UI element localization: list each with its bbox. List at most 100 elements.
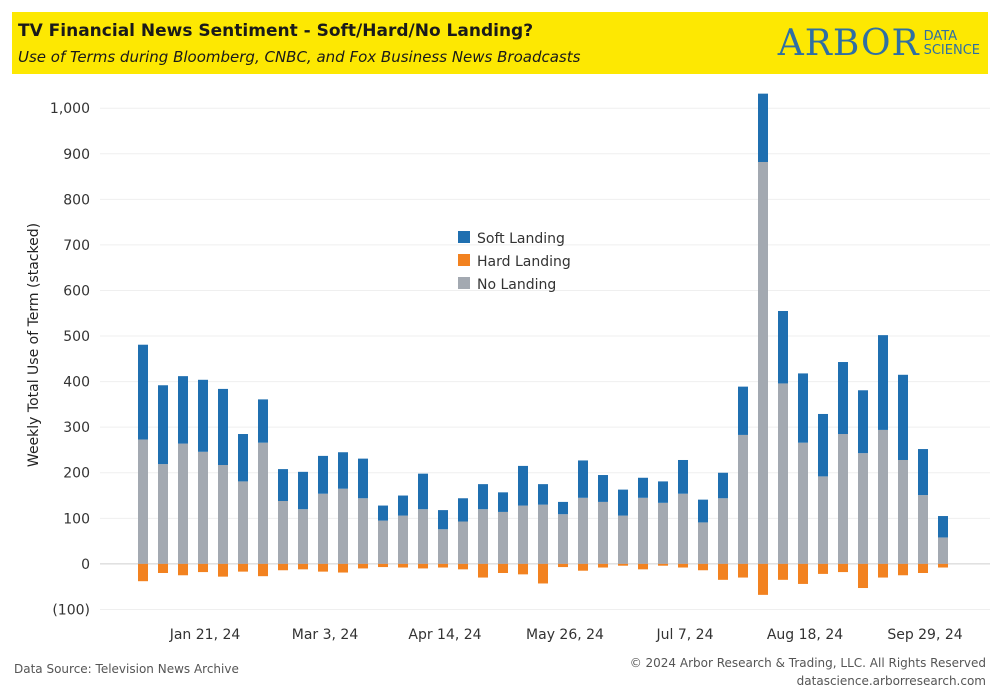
bar-group (558, 501, 568, 568)
bar-no-landing (458, 521, 468, 564)
logo-main-text: ARBOR (777, 23, 920, 64)
bar-hard-landing (138, 563, 148, 582)
bar-group (538, 484, 548, 584)
bar-no-landing (878, 429, 888, 564)
bar-hard-landing (178, 563, 188, 576)
bar-soft-landing (898, 374, 908, 460)
legend-label: Soft Landing (477, 231, 565, 247)
bar-soft-landing (518, 465, 528, 506)
bar-no-landing (638, 497, 648, 564)
bar-hard-landing (618, 563, 628, 566)
bar-no-landing (338, 488, 348, 564)
bar-no-landing (178, 443, 188, 564)
bar-no-landing (538, 504, 548, 564)
bar-group (858, 390, 868, 589)
bar-group (718, 472, 728, 580)
bar-hard-landing (278, 563, 288, 571)
bar-group (318, 455, 328, 572)
x-tick-label: May 26, 24 (526, 627, 604, 643)
bar-soft-landing (598, 475, 608, 502)
bar-hard-landing (638, 563, 648, 570)
bar-no-landing (698, 522, 708, 564)
bar-soft-landing (838, 362, 848, 435)
bar-group (378, 505, 388, 568)
y-tick-label: 700 (63, 238, 90, 254)
y-tick-label: 100 (63, 511, 90, 527)
y-tick-label: 200 (63, 466, 90, 482)
bar-hard-landing (818, 563, 828, 574)
bar-soft-landing (538, 484, 548, 505)
bar-group (158, 385, 168, 573)
bar-no-landing (758, 161, 768, 564)
bar-no-landing (818, 476, 828, 564)
bar-no-landing (398, 515, 408, 564)
bar-hard-landing (438, 563, 448, 568)
x-axis: Jan 21, 24 Mar 3, 24 Apr 14, 24 May 26, 24 J… (169, 627, 963, 643)
bar-no-landing (938, 537, 948, 564)
bar-group (178, 376, 188, 576)
y-tick-label: 300 (63, 420, 90, 436)
bar-soft-landing (278, 469, 288, 501)
legend-item: Soft Landing (458, 231, 565, 247)
x-tick-label: Sep 29, 24 (887, 627, 962, 643)
bar-no-landing (438, 529, 448, 564)
bar-soft-landing (198, 379, 208, 452)
bar-group (358, 458, 368, 569)
legend-label: Hard Landing (477, 254, 571, 270)
bar-no-landing (738, 434, 748, 564)
bar-group (298, 471, 308, 570)
copyright-text: © 2024 Arbor Research & Trading, LLC. Al… (629, 656, 986, 670)
bar-no-landing (778, 383, 788, 564)
legend-item: No Landing (458, 277, 556, 293)
bar-hard-landing (898, 563, 908, 576)
bar-no-landing (658, 502, 668, 564)
bar-no-landing (198, 451, 208, 564)
bar-hard-landing (698, 563, 708, 571)
bar-hard-landing (538, 563, 548, 584)
bar-soft-landing (678, 459, 688, 494)
bar-group (618, 489, 628, 566)
bar-soft-landing (358, 458, 368, 499)
logo-sub-text: DATA SCIENCE (924, 30, 980, 58)
bar-soft-landing (658, 481, 668, 503)
website-link[interactable]: datascience.arborresearch.com (796, 674, 986, 688)
bar-hard-landing (598, 563, 608, 568)
bar-no-landing (358, 498, 368, 564)
bar-group (478, 484, 488, 578)
bar-hard-landing (778, 563, 788, 580)
y-tick-label: 1,000 (50, 101, 90, 117)
bar-hard-landing (558, 563, 568, 568)
chart-title: TV Financial News Sentiment - Soft/Hard/… (18, 21, 534, 41)
bar-no-landing (518, 505, 528, 564)
logo-sub-line-2: SCIENCE (923, 43, 980, 58)
bar-group (578, 460, 588, 571)
legend-swatch (458, 254, 470, 266)
bar-hard-landing (458, 563, 468, 570)
bar-no-landing (798, 442, 808, 564)
y-axis: (100) 0 100 200 300 400 500 600 700 800 900 1,000 (50, 101, 90, 618)
bar-soft-landing (158, 385, 168, 465)
legend: Soft Landing Hard Landing No Landing (458, 231, 571, 293)
bar-hard-landing (358, 563, 368, 569)
bar-hard-landing (498, 563, 508, 573)
bar-soft-landing (478, 484, 488, 510)
bar-soft-landing (178, 376, 188, 444)
bar-group (898, 374, 908, 576)
bar-hard-landing (478, 563, 488, 578)
y-tick-label: 0 (81, 557, 90, 573)
bar-hard-landing (678, 563, 688, 568)
bar-hard-landing (418, 563, 428, 569)
chart-subtitle: Use of Terms during Bloomberg, CNBC, and… (18, 48, 581, 66)
bar-group (598, 475, 608, 568)
bar-no-landing (858, 453, 868, 564)
bar-no-landing (498, 511, 508, 564)
arbor-logo: ARBOR DATA SCIENCE (778, 22, 980, 66)
bar-soft-landing (558, 501, 568, 515)
bar-no-landing (558, 514, 568, 564)
bar-no-landing (138, 439, 148, 564)
y-tick-label: 600 (63, 283, 90, 299)
bar-no-landing (578, 497, 588, 564)
x-tick-label: Jul 7, 24 (656, 627, 714, 643)
bar-group (458, 498, 468, 570)
bar-group (278, 469, 288, 571)
